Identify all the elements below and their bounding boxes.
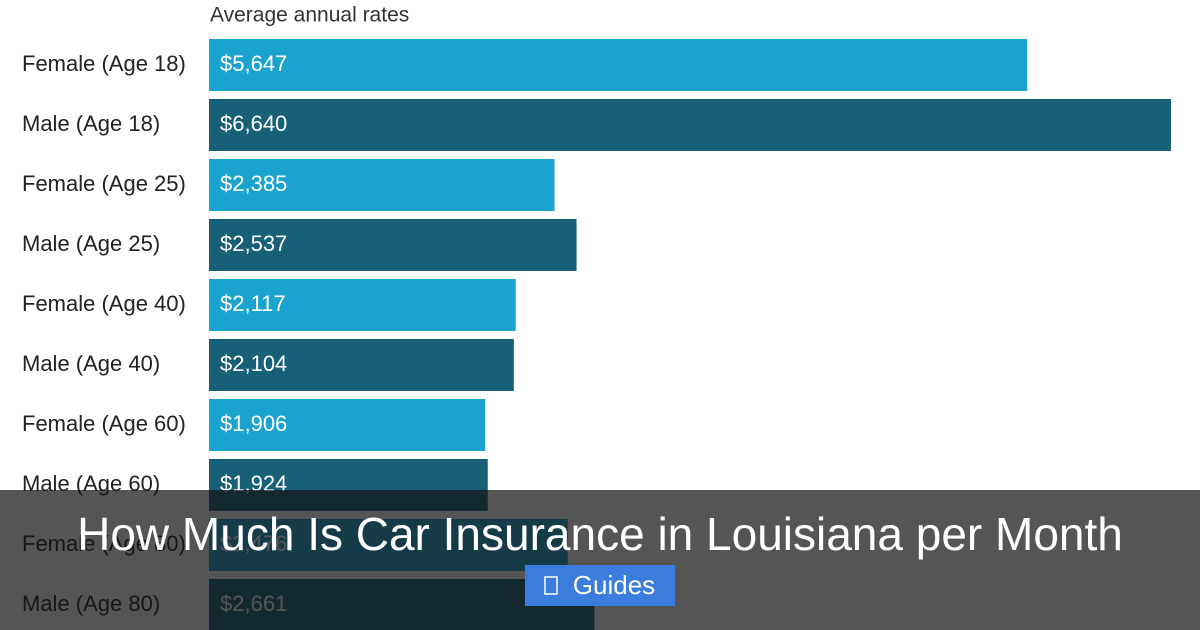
category-label: Female (Age 18): [22, 51, 186, 76]
category-label: Male (Age 25): [22, 231, 160, 256]
chart-title: Average annual rates: [210, 4, 409, 27]
bar: [209, 39, 1028, 91]
bar: [209, 339, 514, 391]
category-label: Female (Age 60): [22, 411, 186, 436]
tag-background[interactable]: [525, 565, 675, 606]
value-label: $2,117: [220, 291, 286, 316]
value-label: $6,640: [220, 111, 287, 136]
tag-button[interactable]: Guides: [525, 565, 675, 606]
bar: [209, 279, 516, 331]
bar: [209, 159, 555, 211]
value-label: $2,104: [220, 351, 287, 376]
bar: [209, 99, 1171, 151]
bar: [209, 399, 486, 451]
value-label: $2,385: [220, 171, 287, 196]
value-label: $5,647: [220, 51, 287, 76]
category-label: Male (Age 40): [22, 351, 160, 376]
value-label: $2,537: [220, 231, 287, 256]
overlay-title: How Much Is Car Insurance in Louisiana p…: [77, 508, 1123, 560]
value-label: $1,906: [220, 411, 287, 436]
category-label: Female (Age 40): [22, 291, 186, 316]
category-label: Male (Age 18): [22, 111, 160, 136]
overlay-band: [0, 490, 1200, 630]
tag-label[interactable]: Guides: [573, 570, 655, 600]
category-label: Female (Age 25): [22, 171, 186, 196]
bar: [209, 219, 577, 271]
tag-icon: [544, 576, 558, 595]
